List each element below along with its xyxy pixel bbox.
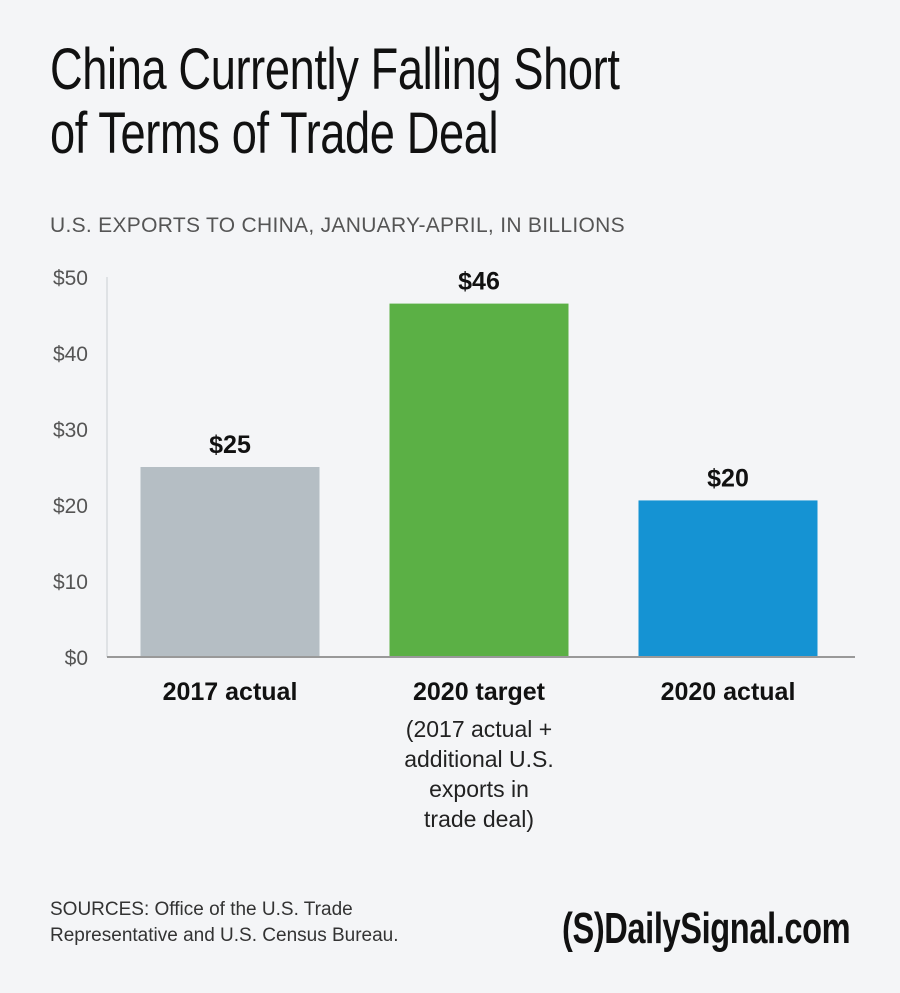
daily-signal-logo: (S)DailySignal.com bbox=[562, 904, 851, 953]
sources-line: Representative and U.S. Census Bureau. bbox=[50, 925, 399, 946]
bar bbox=[638, 500, 818, 657]
y-tick-label: $10 bbox=[53, 571, 88, 594]
y-tick-label: $0 bbox=[65, 647, 88, 670]
y-tick-label: $50 bbox=[53, 267, 88, 290]
x-tick-label: 2020 target bbox=[413, 678, 546, 706]
title-line: of Terms of Trade Deal bbox=[50, 101, 499, 166]
y-tick-label: $40 bbox=[53, 343, 88, 366]
y-tick-label: $30 bbox=[53, 419, 88, 442]
x-tick-sublabel: trade deal) bbox=[424, 806, 534, 832]
x-tick-label: 2017 actual bbox=[163, 678, 298, 706]
bar bbox=[140, 467, 320, 657]
x-tick-sublabel: additional U.S. bbox=[404, 746, 554, 772]
chart-title: China Currently Falling Short of Terms o… bbox=[50, 38, 674, 166]
data-label: $25 bbox=[209, 431, 251, 459]
sources-note: SOURCES: Office of the U.S. Trade Repres… bbox=[50, 897, 399, 949]
x-tick-label: 2020 actual bbox=[661, 678, 796, 706]
bar bbox=[389, 303, 569, 657]
data-label: $20 bbox=[707, 464, 749, 492]
chart-subtitle: U.S. EXPORTS TO CHINA, JANUARY-APRIL, IN… bbox=[50, 214, 625, 237]
x-tick-sublabel: exports in bbox=[429, 776, 529, 802]
y-tick-label: $20 bbox=[53, 495, 88, 518]
sources-line: SOURCES: Office of the U.S. Trade bbox=[50, 899, 353, 920]
data-label: $46 bbox=[458, 268, 500, 296]
title-line: China Currently Falling Short bbox=[50, 37, 620, 102]
x-tick-sublabel: (2017 actual + bbox=[406, 716, 552, 742]
